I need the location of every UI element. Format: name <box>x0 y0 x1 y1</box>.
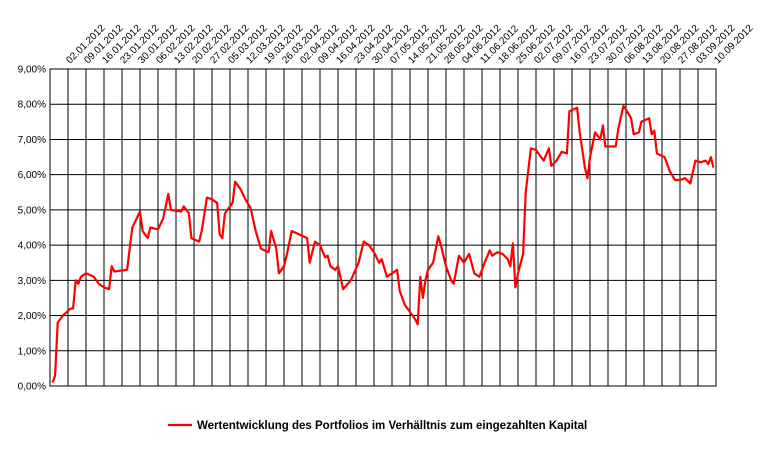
y-tick-label: 4,00% <box>18 241 46 252</box>
y-tick-label: 1,00% <box>18 346 46 357</box>
y-tick-label: 5,00% <box>18 205 46 216</box>
y-tick-label: 2,00% <box>18 311 46 322</box>
legend-label: Wertentwicklung des Portfolios im Verhäl… <box>197 420 587 432</box>
y-tick-label: 8,00% <box>18 100 46 111</box>
y-tick-label: 9,00% <box>18 65 46 76</box>
y-tick-label: 7,00% <box>18 135 46 146</box>
y-tick-label: 0,00% <box>18 382 46 393</box>
y-tick-label: 6,00% <box>18 170 46 181</box>
y-tick-label: 3,00% <box>18 276 46 287</box>
data-line <box>51 104 715 383</box>
plot-area <box>49 68 717 387</box>
